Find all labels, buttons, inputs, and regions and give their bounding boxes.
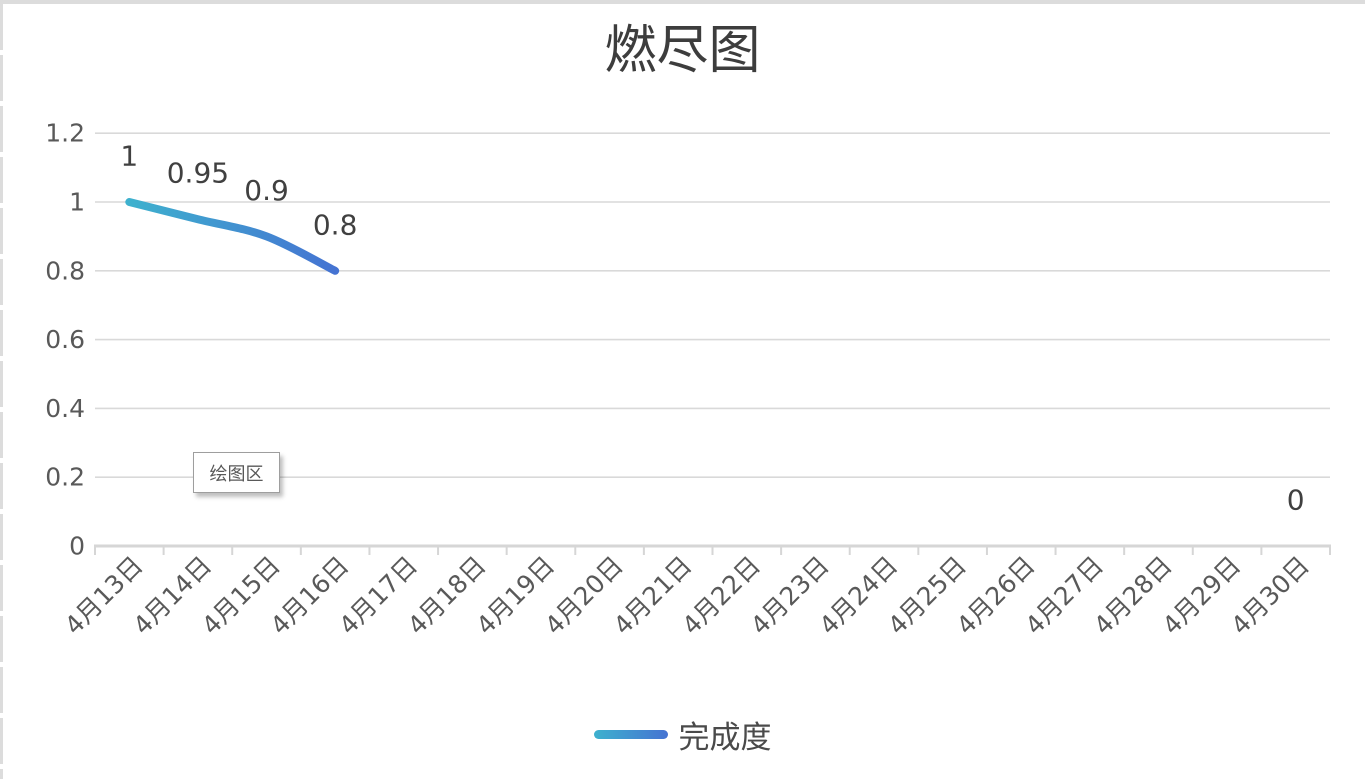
frame-top-border — [0, 0, 1365, 4]
chart-title[interactable]: 燃尽图 — [604, 21, 761, 81]
y-axis-tick-label[interactable]: 1.2 — [45, 119, 85, 148]
legend-line-swatch — [593, 729, 668, 739]
chart-legend[interactable]: 完成度 — [0, 712, 1365, 756]
plot-area-tooltip-text: 绘图区 — [209, 463, 264, 485]
y-axis-tick-label[interactable]: 1 — [69, 188, 85, 217]
y-axis-tick-label[interactable]: 0.6 — [45, 325, 85, 354]
y-axis-tick-label[interactable]: 0.4 — [45, 394, 85, 423]
frame-left-border — [0, 4, 3, 779]
y-axis-tick-label[interactable]: 0 — [69, 532, 85, 561]
legend-series-label: 完成度 — [678, 719, 772, 756]
data-label[interactable]: 1 — [120, 140, 138, 173]
series-line[interactable] — [125, 198, 340, 275]
y-axis-tick-label[interactable]: 0.8 — [45, 256, 85, 285]
plot-area-tooltip: 绘图区 — [193, 452, 280, 493]
data-label[interactable]: 0.9 — [244, 174, 289, 207]
data-label[interactable]: 0.95 — [167, 157, 229, 190]
data-label[interactable]: 0.8 — [313, 208, 358, 241]
data-label[interactable]: 0 — [1287, 484, 1305, 517]
y-axis-tick-label[interactable]: 0.2 — [45, 463, 85, 492]
